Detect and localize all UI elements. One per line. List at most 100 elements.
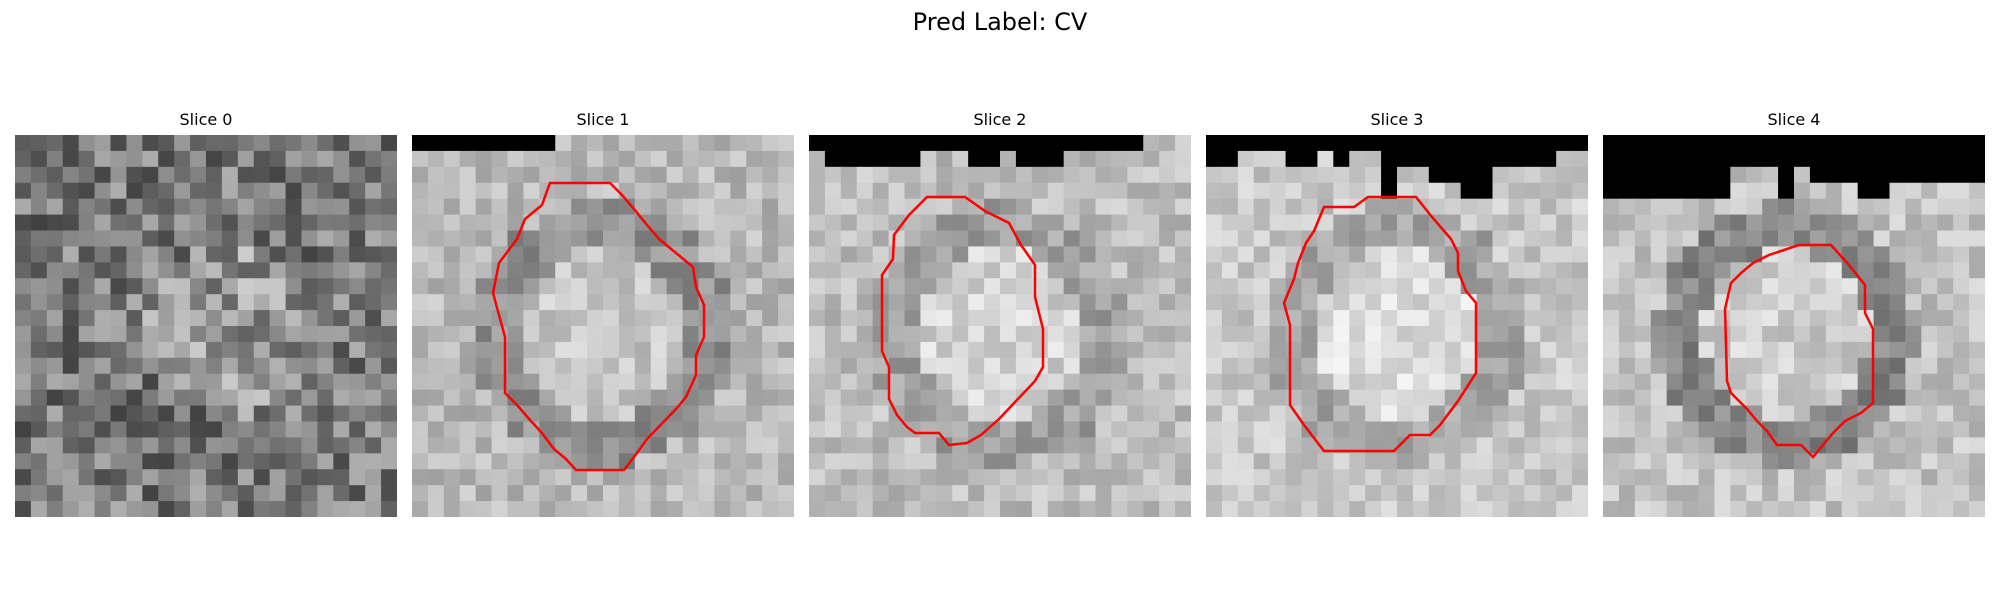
image-pixel	[507, 150, 524, 168]
image-pixel	[1428, 135, 1446, 152]
image-pixel	[206, 278, 223, 295]
image-pixel	[1111, 405, 1128, 422]
segmentation-contour-1	[491, 181, 706, 472]
image-pixel	[666, 278, 684, 295]
image-pixel	[872, 198, 890, 216]
image-pixel	[78, 501, 96, 517]
image-pixel	[714, 214, 731, 231]
image-pixel	[1269, 341, 1287, 359]
image-pixel	[1237, 182, 1255, 200]
image-pixel	[46, 453, 64, 470]
image-pixel	[1762, 294, 1779, 311]
image-pixel	[1634, 262, 1652, 279]
image-pixel	[730, 278, 747, 295]
image-pixel	[1714, 469, 1731, 486]
image-pixel	[1873, 135, 1890, 152]
image-pixel	[1809, 437, 1827, 454]
image-pixel	[666, 326, 684, 343]
image-pixel	[1095, 405, 1112, 422]
image-pixel	[984, 453, 1001, 470]
image-pixel	[1873, 326, 1890, 343]
image-pixel	[1143, 278, 1160, 295]
image-pixel	[1618, 437, 1636, 454]
image-pixel	[666, 230, 684, 247]
image-pixel	[1301, 135, 1318, 152]
image-pixel	[1778, 230, 1795, 247]
image-pixel	[1953, 278, 1970, 295]
image-pixel	[15, 310, 32, 327]
image-pixel	[539, 326, 556, 343]
image-pixel	[1253, 214, 1271, 231]
image-pixel	[603, 421, 620, 438]
image-pixel	[1762, 278, 1779, 295]
image-pixel	[253, 166, 271, 184]
image-pixel	[1349, 135, 1366, 152]
image-pixel	[1953, 182, 1970, 200]
image-pixel	[1143, 437, 1160, 454]
image-pixel	[427, 357, 445, 375]
image-pixel	[1857, 246, 1875, 263]
image-pixel	[1730, 326, 1747, 343]
image-pixel	[1905, 246, 1922, 263]
image-pixel	[1095, 310, 1112, 327]
image-pixel	[1079, 278, 1096, 295]
image-pixel	[666, 357, 684, 375]
image-pixel	[269, 405, 287, 422]
image-pixel	[62, 389, 80, 407]
image-pixel	[1317, 214, 1334, 231]
image-pixel	[301, 341, 318, 359]
image-pixel	[1921, 182, 1938, 200]
image-pixel	[824, 214, 842, 231]
image-pixel	[1762, 150, 1779, 168]
image-pixel	[221, 262, 239, 279]
image-pixel	[1937, 150, 1954, 168]
image-pixel	[555, 310, 572, 327]
image-pixel	[714, 437, 731, 454]
image-pixel	[1714, 278, 1731, 295]
image-pixel	[1682, 262, 1699, 279]
image-pixel	[762, 135, 779, 152]
image-pixel	[746, 341, 763, 359]
image-pixel	[1015, 326, 1033, 343]
image-pixel	[317, 150, 334, 168]
image-pixel	[1301, 469, 1318, 486]
image-pixel	[412, 373, 429, 391]
image-pixel	[94, 357, 111, 375]
image-pixel	[15, 453, 32, 470]
image-pixel	[872, 246, 890, 263]
image-pixel	[78, 310, 96, 327]
segmentation-contour-3	[1282, 195, 1478, 453]
image-pixel	[333, 357, 350, 375]
image-pixel	[1825, 150, 1843, 168]
image-pixel	[46, 310, 64, 327]
image-pixel	[1572, 182, 1588, 200]
image-pixel	[1889, 341, 1906, 359]
image-pixel	[1333, 294, 1350, 311]
image-pixel	[1285, 389, 1302, 407]
image-pixel	[110, 310, 127, 327]
image-pixel	[1397, 198, 1414, 216]
image-pixel	[221, 421, 239, 438]
image-pixel	[778, 135, 794, 152]
image-pixel	[333, 214, 350, 231]
image-pixel	[1524, 373, 1541, 391]
image-pixel	[730, 485, 747, 502]
image-pixel	[1762, 198, 1779, 216]
image-pixel	[1444, 182, 1462, 200]
image-pixel	[301, 326, 318, 343]
image-pixel	[762, 373, 779, 391]
image-pixel	[634, 357, 652, 375]
image-pixel	[333, 469, 350, 486]
image-pixel	[317, 166, 334, 184]
image-pixel	[110, 135, 127, 152]
image-pixel	[1762, 166, 1779, 184]
image-pixel	[920, 389, 937, 407]
image-pixel	[126, 501, 143, 517]
image-pixel	[920, 182, 937, 200]
image-pixel	[587, 437, 604, 454]
image-pixel	[1253, 150, 1271, 168]
image-pixel	[381, 150, 397, 168]
image-pixel	[301, 437, 318, 454]
image-pixel	[698, 326, 715, 343]
image-pixel	[1634, 294, 1652, 311]
